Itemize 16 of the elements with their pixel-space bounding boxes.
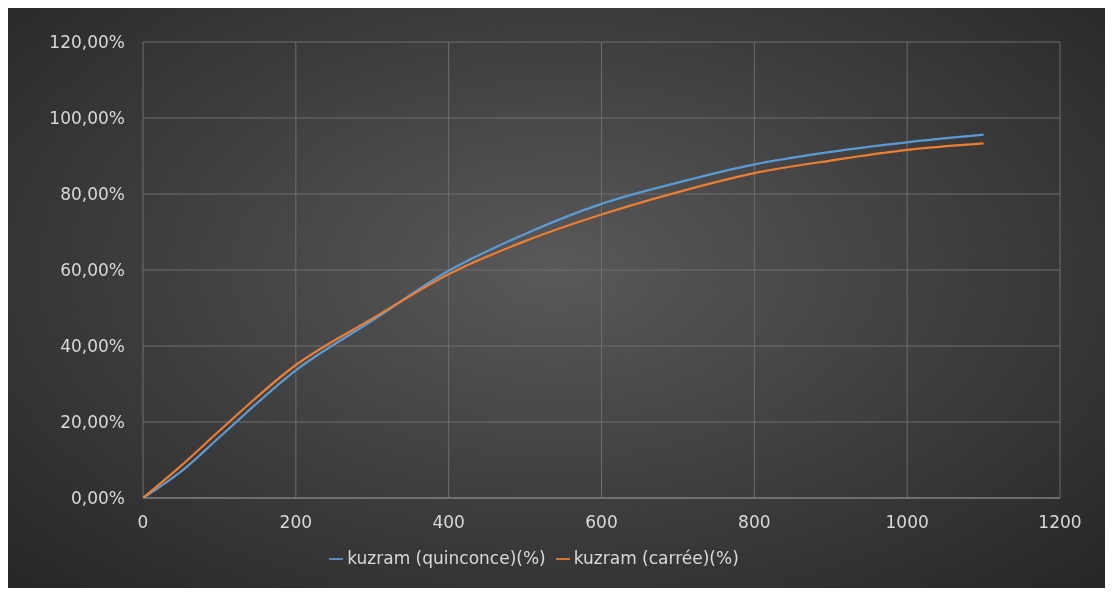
y-tick-label: 60,00% bbox=[60, 260, 125, 281]
legend-label: kuzram (carrée)(%) bbox=[573, 548, 739, 568]
y-tick-label: 120,00% bbox=[49, 32, 125, 53]
x-tick-label: 0 bbox=[137, 512, 149, 533]
x-tick-label: 400 bbox=[432, 512, 465, 533]
y-tick-label: 80,00% bbox=[60, 184, 125, 205]
x-tick-label: 800 bbox=[738, 512, 771, 533]
x-tick-label: 1200 bbox=[1038, 512, 1082, 533]
x-tick-label: 200 bbox=[279, 512, 313, 533]
y-tick-label: 20,00% bbox=[60, 412, 125, 433]
x-tick-label: 1000 bbox=[885, 512, 929, 533]
y-tick-label: 40,00% bbox=[60, 336, 125, 357]
y-tick-label: 0,00% bbox=[70, 488, 125, 509]
y-tick-label: 100,00% bbox=[49, 108, 125, 129]
x-tick-label: 600 bbox=[585, 512, 618, 533]
legend-label: kuzram (quinconce)(%) bbox=[347, 548, 546, 568]
